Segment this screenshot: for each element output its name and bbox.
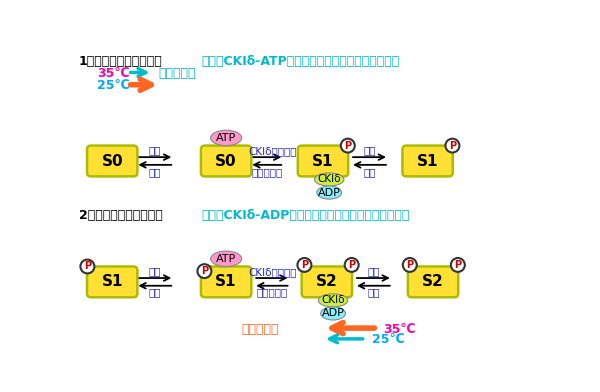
Text: 弱い親和性: 弱い親和性: [158, 67, 196, 80]
Text: S1: S1: [215, 274, 237, 289]
Text: P: P: [449, 141, 456, 151]
Text: P: P: [454, 260, 461, 270]
Text: 25℃: 25℃: [97, 80, 130, 93]
Text: CKIδ: CKIδ: [322, 295, 345, 305]
Text: 解離: 解離: [149, 288, 161, 298]
Text: P: P: [406, 260, 413, 270]
Text: P: P: [84, 261, 91, 272]
Text: 結合: 結合: [367, 288, 380, 298]
Text: 2個目のリン酸化反応：: 2個目のリン酸化反応：: [79, 209, 163, 222]
Text: S0: S0: [101, 154, 123, 169]
Text: CKIδリン酸化: CKIδリン酸化: [248, 146, 297, 156]
Text: ADP: ADP: [318, 187, 341, 198]
Circle shape: [197, 264, 211, 278]
Text: S2: S2: [422, 274, 444, 289]
FancyBboxPatch shape: [87, 145, 137, 176]
FancyBboxPatch shape: [298, 145, 348, 176]
Text: P: P: [344, 141, 352, 151]
Circle shape: [445, 139, 460, 152]
Ellipse shape: [320, 307, 346, 320]
Text: 1個目のリン酸化反応：: 1個目のリン酸化反応：: [79, 55, 163, 68]
Text: 高温でCKIδ-ATP複合体と基質との結合が弱くなる: 高温でCKIδ-ATP複合体と基質との結合が弱くなる: [202, 55, 400, 68]
Text: CKIδリン酸化: CKIδリン酸化: [248, 267, 297, 277]
Text: 解離: 解離: [149, 167, 161, 177]
Circle shape: [403, 258, 417, 272]
Text: 高温でCKIδ-ADP複合体と生成物との結合が強くなる: 高温でCKIδ-ADP複合体と生成物との結合が強くなる: [202, 209, 410, 222]
Text: 結合: 結合: [149, 145, 161, 155]
Text: ATP: ATP: [216, 254, 236, 264]
Text: P: P: [201, 266, 208, 276]
Ellipse shape: [319, 294, 348, 307]
Text: S1: S1: [312, 154, 334, 169]
Ellipse shape: [317, 186, 341, 199]
Text: 解離: 解離: [363, 145, 376, 155]
Ellipse shape: [211, 130, 242, 145]
Text: 35℃: 35℃: [383, 323, 416, 336]
Text: 25℃: 25℃: [372, 334, 404, 347]
Text: S1: S1: [101, 274, 123, 289]
Text: ADP: ADP: [322, 309, 344, 318]
Text: ATP: ATP: [216, 133, 236, 143]
Text: 結合: 結合: [149, 266, 161, 276]
FancyBboxPatch shape: [201, 267, 251, 297]
Ellipse shape: [314, 173, 344, 186]
Text: P: P: [301, 260, 308, 270]
Circle shape: [341, 139, 355, 152]
Text: P: P: [348, 260, 355, 270]
FancyBboxPatch shape: [87, 267, 137, 297]
Text: CKIδ: CKIδ: [317, 174, 341, 185]
Text: 解離: 解離: [367, 266, 380, 276]
Circle shape: [344, 258, 359, 272]
Text: 35℃: 35℃: [97, 67, 129, 80]
FancyBboxPatch shape: [302, 267, 352, 297]
Text: 脱リン酸化: 脱リン酸化: [256, 288, 287, 298]
FancyBboxPatch shape: [403, 145, 453, 176]
Circle shape: [298, 258, 311, 272]
Ellipse shape: [211, 251, 242, 267]
Text: S1: S1: [417, 154, 439, 169]
Text: 脱リン酸化: 脱リン酸化: [251, 167, 283, 177]
Text: 高い親和性: 高い親和性: [242, 323, 279, 336]
FancyBboxPatch shape: [408, 267, 458, 297]
FancyBboxPatch shape: [201, 145, 251, 176]
Text: S0: S0: [215, 154, 237, 169]
Circle shape: [451, 258, 465, 272]
Circle shape: [80, 260, 94, 274]
Text: S2: S2: [316, 274, 338, 289]
Text: 結合: 結合: [363, 167, 376, 177]
